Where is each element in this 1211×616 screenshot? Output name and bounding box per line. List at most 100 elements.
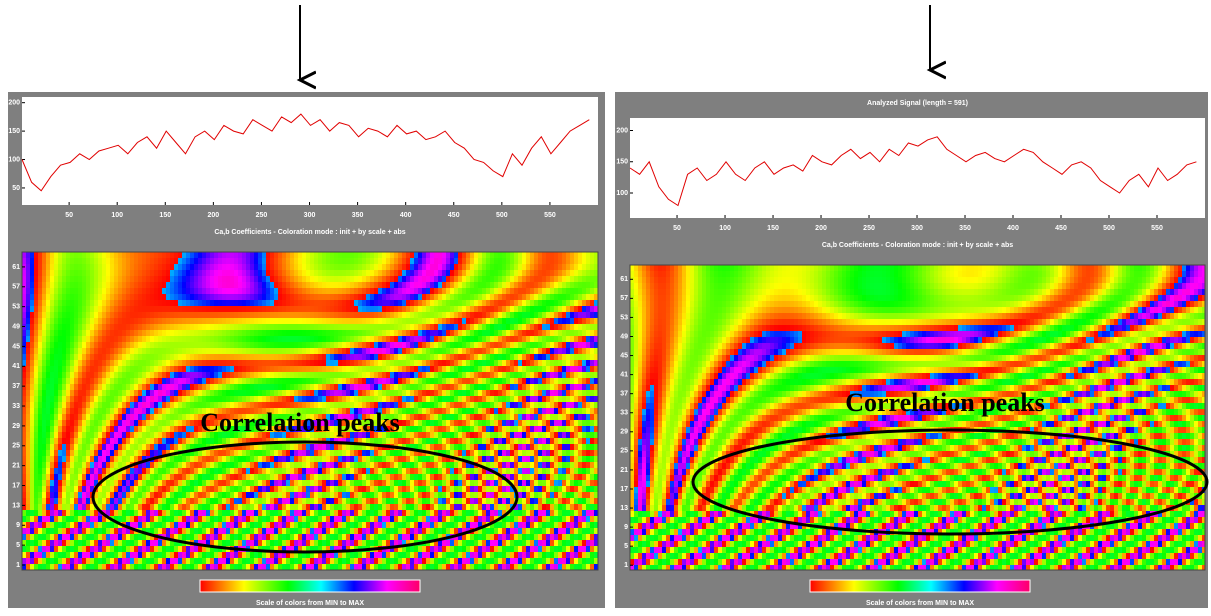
scalogram-cell [242, 390, 246, 396]
scalogram-cell [326, 330, 330, 336]
scalogram-cell [126, 288, 130, 294]
scalogram-cell [566, 252, 570, 258]
scalogram-cell [158, 258, 162, 264]
scalogram-cell [114, 258, 118, 264]
scalogram-cell [586, 444, 590, 450]
scalogram-cell [274, 390, 278, 396]
scalogram-cell [250, 264, 254, 270]
scalogram-cell [34, 282, 38, 288]
scalogram-cell [426, 264, 430, 270]
scalogram-cell [478, 408, 482, 414]
scalogram-cell [550, 312, 554, 318]
scalogram-cell [474, 300, 478, 306]
scalogram-cell [266, 336, 270, 342]
scalogram-cell [290, 384, 294, 390]
scalogram-cell [142, 306, 146, 312]
scalogram-cell [146, 264, 150, 270]
scalogram-cell [262, 354, 266, 360]
scalogram-cell [42, 324, 46, 330]
scalogram-cell [314, 264, 318, 270]
scalogram-cell [26, 324, 30, 330]
scalogram-cell [314, 252, 318, 258]
scalogram-cell [234, 300, 238, 306]
scalogram-cell [258, 270, 262, 276]
scalogram-cell [198, 276, 202, 282]
scalogram-cell [506, 450, 510, 456]
scalogram-cell [70, 258, 74, 264]
scalogram-cell [430, 270, 434, 276]
scalogram-cell [574, 360, 578, 366]
scalogram-cell [390, 306, 394, 312]
scalogram-cell [102, 360, 106, 366]
scalogram-cell [34, 324, 38, 330]
scalogram-cell [374, 300, 378, 306]
scalogram-cell [74, 252, 78, 258]
scalogram-cell [250, 300, 254, 306]
scalogram-cell [398, 378, 402, 384]
scalogram-cell [522, 348, 526, 354]
scalogram-cell [118, 414, 122, 420]
scalogram-cell [406, 300, 410, 306]
scalogram-cell [518, 276, 522, 282]
scalogram-cell [174, 318, 178, 324]
scalogram-cell [78, 282, 82, 288]
scalogram-cell [510, 300, 514, 306]
scalogram-cell [538, 348, 542, 354]
scalogram-cell [382, 324, 386, 330]
scalogram-cell [594, 426, 598, 432]
scalogram-cell [234, 360, 238, 366]
scalogram-cell [498, 402, 502, 408]
scalogram-cell [94, 312, 98, 318]
scalogram-cell [154, 312, 158, 318]
scalogram-cell [178, 432, 182, 438]
scalogram-cell [218, 306, 222, 312]
scalogram-cell [166, 360, 170, 366]
scalogram-cell [110, 282, 114, 288]
scalogram-cell [454, 414, 458, 420]
scalogram-cell [570, 258, 574, 264]
scalogram-cell [154, 354, 158, 360]
scalogram-cell [178, 318, 182, 324]
scalogram-cell [270, 252, 274, 258]
scalogram-cell [146, 342, 150, 348]
scalogram-cell [474, 384, 478, 390]
scalogram-cell [110, 378, 114, 384]
scalogram-cell [234, 258, 238, 264]
scalogram-cell [94, 294, 98, 300]
scalogram-cell [42, 264, 46, 270]
scalogram-cell [130, 384, 134, 390]
scalogram-cell [142, 252, 146, 258]
scalogram-cell [74, 372, 78, 378]
scalogram-cell [186, 258, 190, 264]
scalogram-cell [594, 288, 598, 294]
scalogram-cell [278, 450, 282, 456]
scalogram-cell [206, 336, 210, 342]
scalogram-cell [206, 354, 210, 360]
scalogram-cell [58, 318, 62, 324]
scalogram-cell [306, 396, 310, 402]
scalogram-cell [222, 390, 226, 396]
scalogram-cell [478, 312, 482, 318]
scalogram-cell [330, 360, 334, 366]
scalogram-cell [290, 366, 294, 372]
scalogram-cell [266, 342, 270, 348]
scalogram-cell [514, 330, 518, 336]
scalogram-cell [566, 366, 570, 372]
scalogram-cell [310, 360, 314, 366]
scalogram-cell [290, 354, 294, 360]
scalogram-cell [502, 330, 506, 336]
scalogram-cell [66, 396, 70, 402]
scalogram-cell [282, 258, 286, 264]
scalogram-cell [498, 306, 502, 312]
scalogram-cell [258, 450, 262, 456]
scalogram-cell [218, 378, 222, 384]
scalogram-cell [338, 372, 342, 378]
scalogram-cell [114, 318, 118, 324]
scalogram-cell [470, 258, 474, 264]
scalogram-cell [566, 342, 570, 348]
scalogram-cell [246, 330, 250, 336]
scalogram-cell [382, 264, 386, 270]
scalogram-cell [114, 312, 118, 318]
scalogram-cell [198, 252, 202, 258]
scalogram-cell [366, 300, 370, 306]
